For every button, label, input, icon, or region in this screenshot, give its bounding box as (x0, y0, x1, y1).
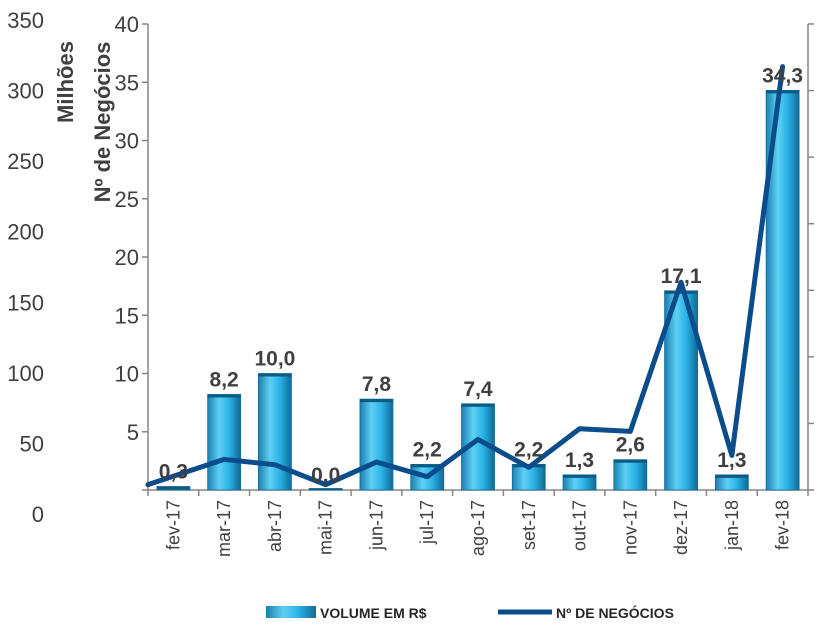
category-label-out-17: out-17 (570, 500, 590, 551)
category-label-jun-17: jun-17 (366, 500, 386, 551)
right-frame-axis (807, 23, 814, 491)
bar-cap (766, 90, 800, 94)
bar-cap (563, 474, 597, 478)
data-label-jul-17: 2,2 (413, 438, 442, 461)
category-label-ago-17: ago-17 (468, 500, 488, 556)
line-series (145, 64, 786, 488)
data-label-mar-17: 8,2 (210, 368, 239, 391)
primary-tick-label: 250 (7, 149, 44, 174)
legend-swatch-volume (266, 606, 316, 618)
category-label-mar-17: mar-17 (214, 500, 234, 557)
bar-mar-17 (207, 394, 242, 491)
secondary-tick-label: 10 (115, 362, 139, 387)
category-label-mai-17: mai-17 (316, 500, 336, 555)
primary-tick-label: 200 (7, 220, 44, 245)
secondary-tick-label: 20 (115, 245, 139, 270)
category-label-set-17: set-17 (519, 500, 539, 550)
bar-cap (207, 394, 241, 398)
bar-nov-17 (613, 459, 648, 491)
bar-cap (410, 464, 444, 468)
secondary-tick-label: 25 (115, 187, 139, 212)
primary-tick-label: 300 (7, 79, 44, 104)
data-label-jun-17: 7,8 (362, 373, 392, 396)
category-label-abr-17: abr-17 (265, 500, 285, 552)
bar-cap (613, 459, 647, 463)
data-label-fev-17: 0,3 (159, 461, 188, 484)
secondary-tick-label: 30 (115, 129, 139, 154)
data-label-nov-17: 2,6 (616, 434, 645, 457)
data-label-jan-18: 1,3 (717, 449, 746, 472)
bar-cap (461, 403, 495, 407)
data-label-ago-17: 7,4 (463, 378, 493, 401)
primary-tick-label: 100 (7, 361, 44, 386)
category-label-jul-17: jul-17 (417, 500, 437, 545)
data-label-abr-17: 10,0 (254, 348, 295, 371)
negocios-line (145, 64, 786, 488)
primary-tick-label: 350 (7, 8, 44, 33)
data-label-out-17: 1,3 (565, 449, 594, 472)
bar-cap (258, 373, 292, 377)
secondary-tick-label: 35 (115, 70, 139, 95)
primary-axis: 0 50 100 150 200 250 300 350 (7, 8, 44, 527)
secondary-axis-title: Nº de Negócios (90, 42, 115, 203)
primary-tick-label: 150 (7, 290, 44, 315)
legend: VOLUME EM R$ Nº DE NEGÓCIOS (266, 604, 674, 621)
secondary-tick-label: 15 (115, 303, 139, 328)
category-labels: fev-17 mar-17 abr-17 mai-17 jun-17 jul-17 ago-… (163, 500, 792, 557)
primary-tick-label: 50 (20, 431, 44, 456)
category-label-nov-17: nov-17 (620, 500, 640, 555)
bar-cap (664, 290, 698, 294)
data-label-dez-17: 17,1 (661, 265, 702, 288)
data-label-set-17: 2,2 (514, 438, 543, 461)
data-label-fev-18: 34,3 (762, 64, 803, 87)
bar-cap (359, 399, 393, 403)
bar-jun-17 (359, 398, 394, 491)
secondary-tick-label: 5 (127, 420, 139, 445)
category-label-dez-17: dez-17 (671, 500, 691, 555)
data-labels: 0,3 8,2 10,0 0,0 7,8 2,2 7,4 2,2 1,3 2,6 17,1 1,3 34… (159, 64, 803, 487)
category-label-fev-17: fev-17 (163, 500, 183, 550)
legend-label-negocios: Nº DE NEGÓCIOS (556, 604, 674, 621)
bar-abr-17 (258, 373, 292, 491)
bar-series (156, 90, 800, 491)
bar-cap (715, 474, 749, 478)
category-label-jan-18: jan-18 (722, 500, 742, 551)
primary-tick-label: 0 (32, 502, 44, 527)
secondary-axis: 5 10 15 20 25 30 35 40 (115, 12, 809, 496)
data-label-mai-17: 0,0 (311, 464, 340, 487)
primary-axis-title: Milhões (53, 41, 78, 123)
bar-cap (156, 486, 190, 490)
bar-cap (309, 488, 343, 490)
legend-label-volume: VOLUME EM R$ (320, 605, 427, 621)
category-label-fev-18: fev-18 (773, 500, 793, 550)
secondary-tick-label: 40 (115, 12, 139, 37)
